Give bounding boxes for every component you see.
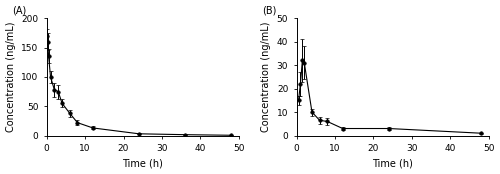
Text: (B): (B) xyxy=(262,6,276,16)
Y-axis label: Concentration (ng/mL): Concentration (ng/mL) xyxy=(261,22,271,132)
X-axis label: Time (h): Time (h) xyxy=(372,159,413,168)
Text: (A): (A) xyxy=(12,6,26,16)
X-axis label: Time (h): Time (h) xyxy=(122,159,163,168)
Y-axis label: Concentration (ng/mL): Concentration (ng/mL) xyxy=(6,22,16,132)
